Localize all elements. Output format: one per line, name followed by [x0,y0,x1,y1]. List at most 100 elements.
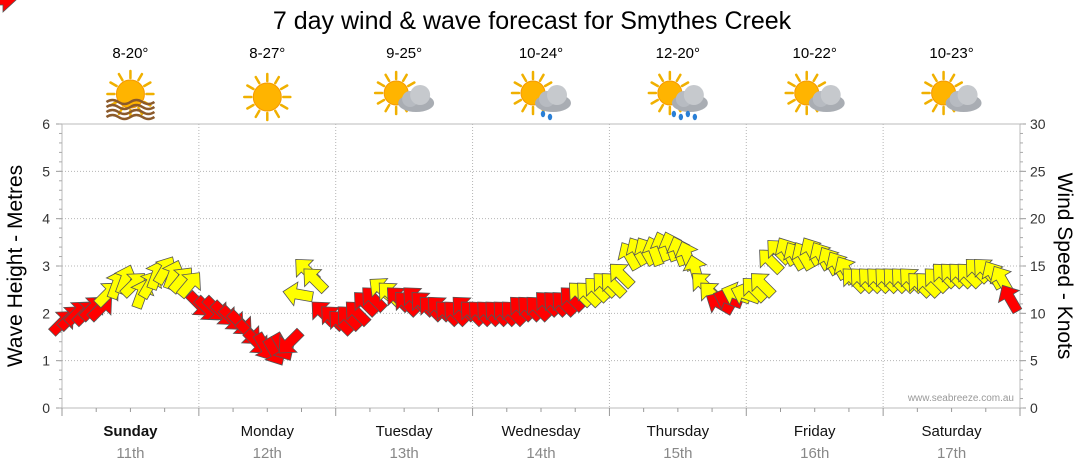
day-name-label: Thursday [647,423,710,440]
right-tick-label: 10 [1030,305,1046,321]
haze-line [105,108,156,116]
right-tick-label: 15 [1030,258,1046,274]
wind-arrow-shape [609,263,636,290]
day-date-label: 14th [526,445,555,462]
sun-ray [787,81,796,88]
left-tick-label: 5 [42,163,50,179]
sun-ray [658,103,665,113]
sun-ray [787,98,796,105]
sun-ray [117,72,124,82]
sun-cloud-showers-icon [647,70,708,121]
sun-ray [521,73,528,83]
sun-cloud-icon [784,70,845,116]
day-name-label: Tuesday [376,423,433,440]
day-date-label: 17th [937,445,966,462]
sun-icon [243,72,292,122]
temperature-range-label: 10-23° [929,45,973,62]
day-name-label: Wednesday [502,423,581,440]
sun-ray [254,75,261,85]
sun-ray [521,103,528,113]
left-tick-label: 3 [42,258,50,274]
sun-ray [924,98,933,105]
sun-ray [954,81,964,88]
temperature-range-label: 9-25° [386,45,422,62]
sun-ray [254,109,261,119]
sun-ray [543,81,553,88]
bottom-axis: Sunday 11th Monday 12th Tuesday 13th Wednesday… [61,408,1021,462]
wind-arrow-shape [0,0,17,13]
rain-drop [540,110,546,118]
sun-ray [143,81,152,88]
sun-ray [109,81,118,88]
sun-ray [538,73,545,83]
sun-ray [407,81,416,88]
sun-ray [675,73,682,83]
left-axis: 0 1 2 3 4 5 6 [42,116,62,416]
wind-arrow-shape [997,284,1023,315]
sun-ray [924,81,933,88]
sun-ray [794,103,801,113]
sun-ray [384,73,391,83]
haze-line [105,98,156,106]
sun-ray [931,103,938,113]
sun-disc [252,82,282,112]
cloud-shape [820,85,841,105]
wind-arrow-shape [303,268,330,295]
wind-arrow-shape [278,327,305,354]
left-tick-label: 4 [42,211,50,227]
sun-ray [274,75,281,85]
rain-drop [685,110,691,118]
day-date-label: 13th [390,445,419,462]
rain-drop [547,113,553,121]
temperature-range-label: 10-24° [519,45,563,62]
wind-arrow-shape [750,273,777,299]
sun-ray [650,81,659,88]
sun-ray [812,73,819,83]
day-date-label: 12th [253,445,282,462]
wind-arrow [997,284,1023,315]
wind-arrow-shape [282,281,314,307]
sun-ray [376,98,386,105]
left-tick-label: 1 [42,353,50,369]
sun-ray [817,81,827,88]
left-tick-label: 6 [42,116,50,132]
right-tick-label: 20 [1030,211,1046,227]
day-date-label: 11th [116,445,144,462]
cloud-shape [683,85,704,105]
temperature-range-label: 8-27° [249,45,285,62]
wind-arrows [0,0,1023,366]
day-date-label: 15th [663,445,692,462]
day-date-label: 16th [800,445,829,462]
right-axis-label: Wind Speed - Knots [1053,173,1076,360]
sun-cloud-rain-icon [510,70,571,121]
right-tick-label: 25 [1030,163,1046,179]
sun-haze-icon [105,69,156,121]
sun-ray [246,84,255,91]
cloud-shape [957,85,978,105]
temperature-range-label: 10-22° [793,45,837,62]
sun-ray [931,73,938,83]
day-name-label: Monday [241,423,295,440]
wind-arrow [282,281,314,307]
sun-ray [376,81,386,88]
temperature-range-label: 8-20° [112,45,148,62]
right-tick-label: 0 [1030,400,1038,416]
sun-ray [658,73,665,83]
left-axis-label: Wave Height - Metres [4,165,27,367]
right-tick-label: 30 [1030,116,1046,132]
temperature-range-label: 12-20° [656,45,700,62]
day-name-label: Friday [794,423,836,440]
sun-ray [650,98,659,105]
sun-ray [274,109,281,119]
rain-drop [678,113,684,121]
wind-arrow [303,268,330,295]
haze-line [105,113,156,121]
right-axis: 0 5 10 15 20 25 30 [1020,116,1046,416]
wind-arrow [609,263,636,290]
rain-drop [671,110,677,118]
daily-temperatures: 8-20° 8-27° 9-25° 10-24° 12-20° 10-22° 10-23° [112,45,973,62]
haze-line [105,103,156,111]
left-tick-label: 0 [42,400,50,416]
sun-ray [513,81,523,88]
wind-arrow [0,0,17,13]
